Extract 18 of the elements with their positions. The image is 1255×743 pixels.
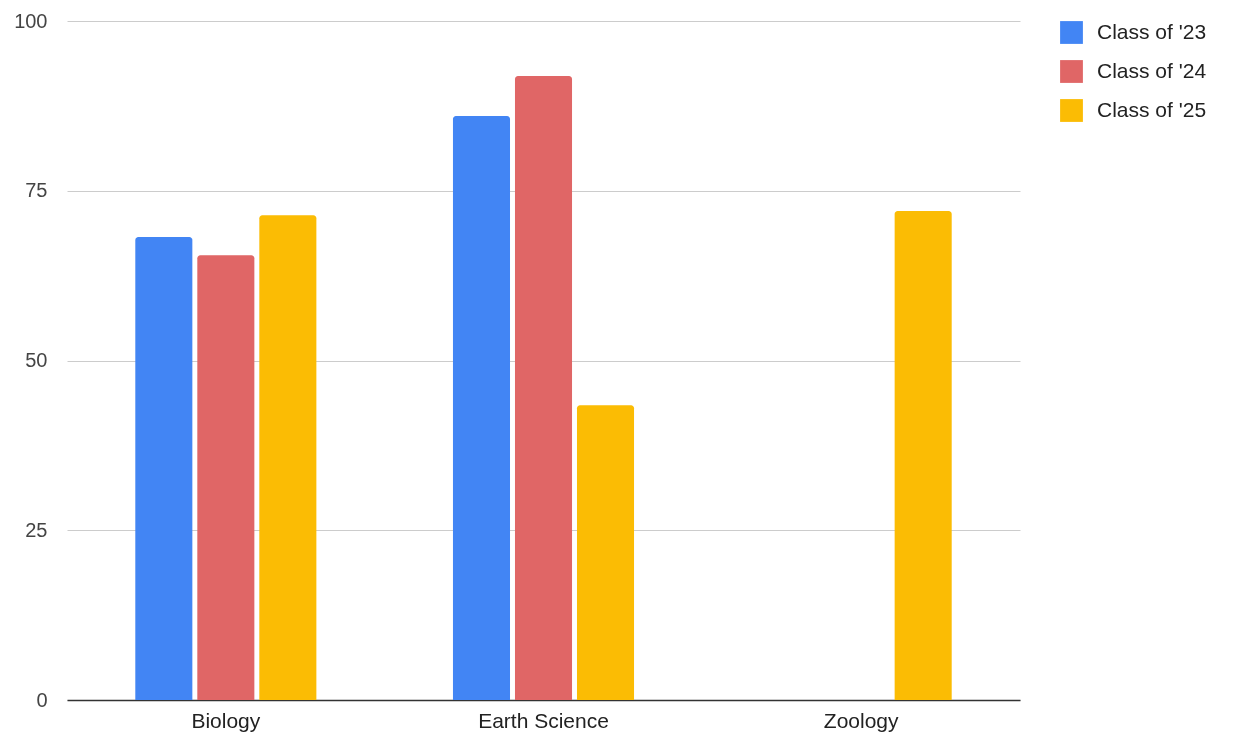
bar bbox=[259, 215, 317, 700]
bar bbox=[452, 116, 511, 700]
y-tick-label: 50 bbox=[25, 349, 48, 371]
x-tick-label: Biology bbox=[191, 708, 261, 732]
y-tick-label: 75 bbox=[25, 179, 48, 202]
bar bbox=[135, 236, 193, 700]
bar bbox=[514, 76, 573, 700]
legend-label: Class of '23 bbox=[1097, 19, 1207, 43]
y-tick-label: 0 bbox=[36, 688, 48, 711]
y-tick-label: 100 bbox=[14, 9, 48, 32]
legend-label: Class of '25 bbox=[1097, 97, 1207, 121]
bar bbox=[197, 255, 255, 700]
x-tick-label: Earth Science bbox=[478, 708, 609, 732]
bar bbox=[576, 405, 635, 700]
legend-label: Class of '24 bbox=[1097, 58, 1207, 82]
y-tick-label: 25 bbox=[25, 518, 48, 541]
x-tick-label: Zoology bbox=[823, 708, 900, 732]
bar bbox=[894, 211, 952, 700]
